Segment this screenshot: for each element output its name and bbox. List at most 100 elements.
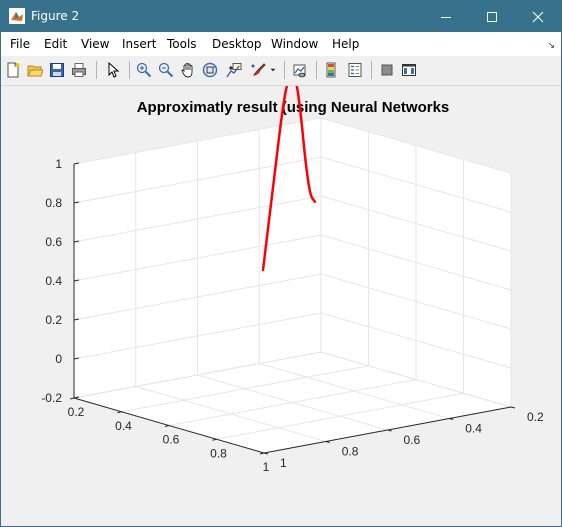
print-icon xyxy=(72,63,86,77)
save-icon xyxy=(50,63,64,77)
y-tick-mark xyxy=(325,441,330,443)
brush-dropdown[interactable] xyxy=(267,60,279,80)
toolbar-separator xyxy=(316,61,317,79)
brush-icon xyxy=(251,63,266,76)
window-title: Figure 2 xyxy=(31,9,80,23)
x-tick-label: 1 xyxy=(263,460,270,474)
save-button[interactable] xyxy=(47,60,67,80)
data-cursor-icon xyxy=(226,63,242,78)
print-button[interactable] xyxy=(69,60,89,80)
grid-line-z-right xyxy=(320,195,512,252)
title-bar[interactable]: Figure 2 xyxy=(1,1,561,32)
z-tick-label: 0.8 xyxy=(45,196,62,210)
zoom-in-button[interactable] xyxy=(134,60,154,80)
grid-line-y-floor xyxy=(135,386,326,442)
grid-line-z-left xyxy=(73,195,322,243)
pointer-icon xyxy=(108,62,120,78)
link-plot-icon xyxy=(293,64,306,78)
insert-colorbar-button[interactable] xyxy=(321,60,341,80)
grid-line-z-left xyxy=(73,156,322,204)
axes-3d[interactable]: Approximatly result (using Neural Networ… xyxy=(1,86,561,526)
colorbar-icon xyxy=(326,62,336,78)
minimize-button[interactable] xyxy=(423,1,469,32)
x-tick-label: 0.4 xyxy=(115,419,132,433)
grid-line-z-right xyxy=(320,117,512,174)
x-tick-label: 0.8 xyxy=(210,446,227,460)
grid-line-z-left xyxy=(73,312,322,360)
z-tick-label: -0.2 xyxy=(41,391,62,405)
menu-help[interactable]: Help xyxy=(332,37,360,51)
open-file-button[interactable] xyxy=(25,60,45,80)
zoom-out-icon xyxy=(158,62,174,78)
toolbar-separator xyxy=(371,61,372,79)
grid-line-y-floor xyxy=(259,363,450,419)
rotate-3d-button[interactable] xyxy=(200,60,220,80)
menu-view[interactable]: View xyxy=(81,37,110,51)
rotate-3d-icon xyxy=(202,62,218,78)
maximize-button[interactable] xyxy=(469,1,515,32)
z-tick-mark xyxy=(73,162,80,165)
toolbar-separator xyxy=(284,61,285,79)
grid-line-y-floor xyxy=(197,374,388,431)
menu-edit[interactable]: Edit xyxy=(44,37,68,51)
hide-plot-tools-icon xyxy=(381,64,393,76)
toolbar-separator xyxy=(96,61,97,79)
menu-window[interactable]: Window xyxy=(271,37,319,51)
link-plot-button[interactable] xyxy=(290,60,310,80)
series-line-0[interactable] xyxy=(261,86,317,272)
grid-line-z-right xyxy=(320,234,512,291)
axis-lines xyxy=(69,162,516,455)
new-figure-button[interactable] xyxy=(3,60,23,80)
brush-button[interactable] xyxy=(248,60,268,80)
pan-button[interactable] xyxy=(178,60,198,80)
y-tick-label: 0.6 xyxy=(404,433,421,447)
x-tick-mark xyxy=(117,411,122,414)
z-tick-label: 0.2 xyxy=(45,313,62,327)
open-file-icon xyxy=(27,65,43,77)
grid-line-z-left xyxy=(73,273,322,321)
menu-bar: File Edit View Insert Tools Desktop Wind… xyxy=(1,32,561,56)
menu-desktop[interactable]: Desktop xyxy=(212,37,262,51)
z-tick-mark xyxy=(73,357,80,360)
menu-dock-arrow-icon[interactable]: ↘ xyxy=(547,40,555,50)
z-tick-mark xyxy=(73,318,80,321)
z-tick-mark xyxy=(73,240,80,243)
toolbar-separator xyxy=(129,61,130,79)
y-tick-mark xyxy=(510,406,516,409)
y-tick-label: 0.4 xyxy=(465,422,482,436)
data-series xyxy=(261,86,317,272)
z-tick-label: 0 xyxy=(55,352,62,366)
maximize-icon xyxy=(487,11,497,22)
z-tick-label: 0.4 xyxy=(45,274,62,288)
y-tick-mark xyxy=(449,418,454,420)
close-icon xyxy=(532,11,544,22)
show-plot-tools-button[interactable] xyxy=(399,60,419,80)
y-tick-mark xyxy=(387,429,392,432)
menu-insert[interactable]: Insert xyxy=(122,37,157,51)
menu-tools[interactable]: Tools xyxy=(167,37,197,51)
x-tick-mark xyxy=(164,425,170,427)
minimize-icon xyxy=(441,16,451,18)
figure-canvas[interactable]: Approximatly result (using Neural Networ… xyxy=(1,86,561,526)
grid-line-z-right xyxy=(320,156,512,213)
z-tick-mark xyxy=(73,279,80,282)
data-cursor-button[interactable] xyxy=(224,60,244,80)
grid-line-z-right xyxy=(320,273,512,330)
grid-lines xyxy=(73,117,512,454)
close-button[interactable] xyxy=(515,1,561,32)
y-tick-label: 0.8 xyxy=(342,445,359,459)
show-plot-tools-icon xyxy=(402,64,416,76)
new-figure-icon xyxy=(7,62,20,78)
insert-legend-button[interactable] xyxy=(345,60,365,80)
pan-icon xyxy=(181,63,193,78)
menu-file[interactable]: File xyxy=(10,37,31,51)
grid-line-z-right xyxy=(320,351,512,408)
edit-plot-button[interactable] xyxy=(103,60,123,80)
y-tick-label: 0.2 xyxy=(527,410,544,424)
hide-plot-tools-button[interactable] xyxy=(377,60,397,80)
y-tick-label: 1 xyxy=(280,456,287,470)
grid-line-z-left xyxy=(73,234,322,282)
zoom-out-button[interactable] xyxy=(156,60,176,80)
z-tick-label: 1 xyxy=(55,157,62,171)
